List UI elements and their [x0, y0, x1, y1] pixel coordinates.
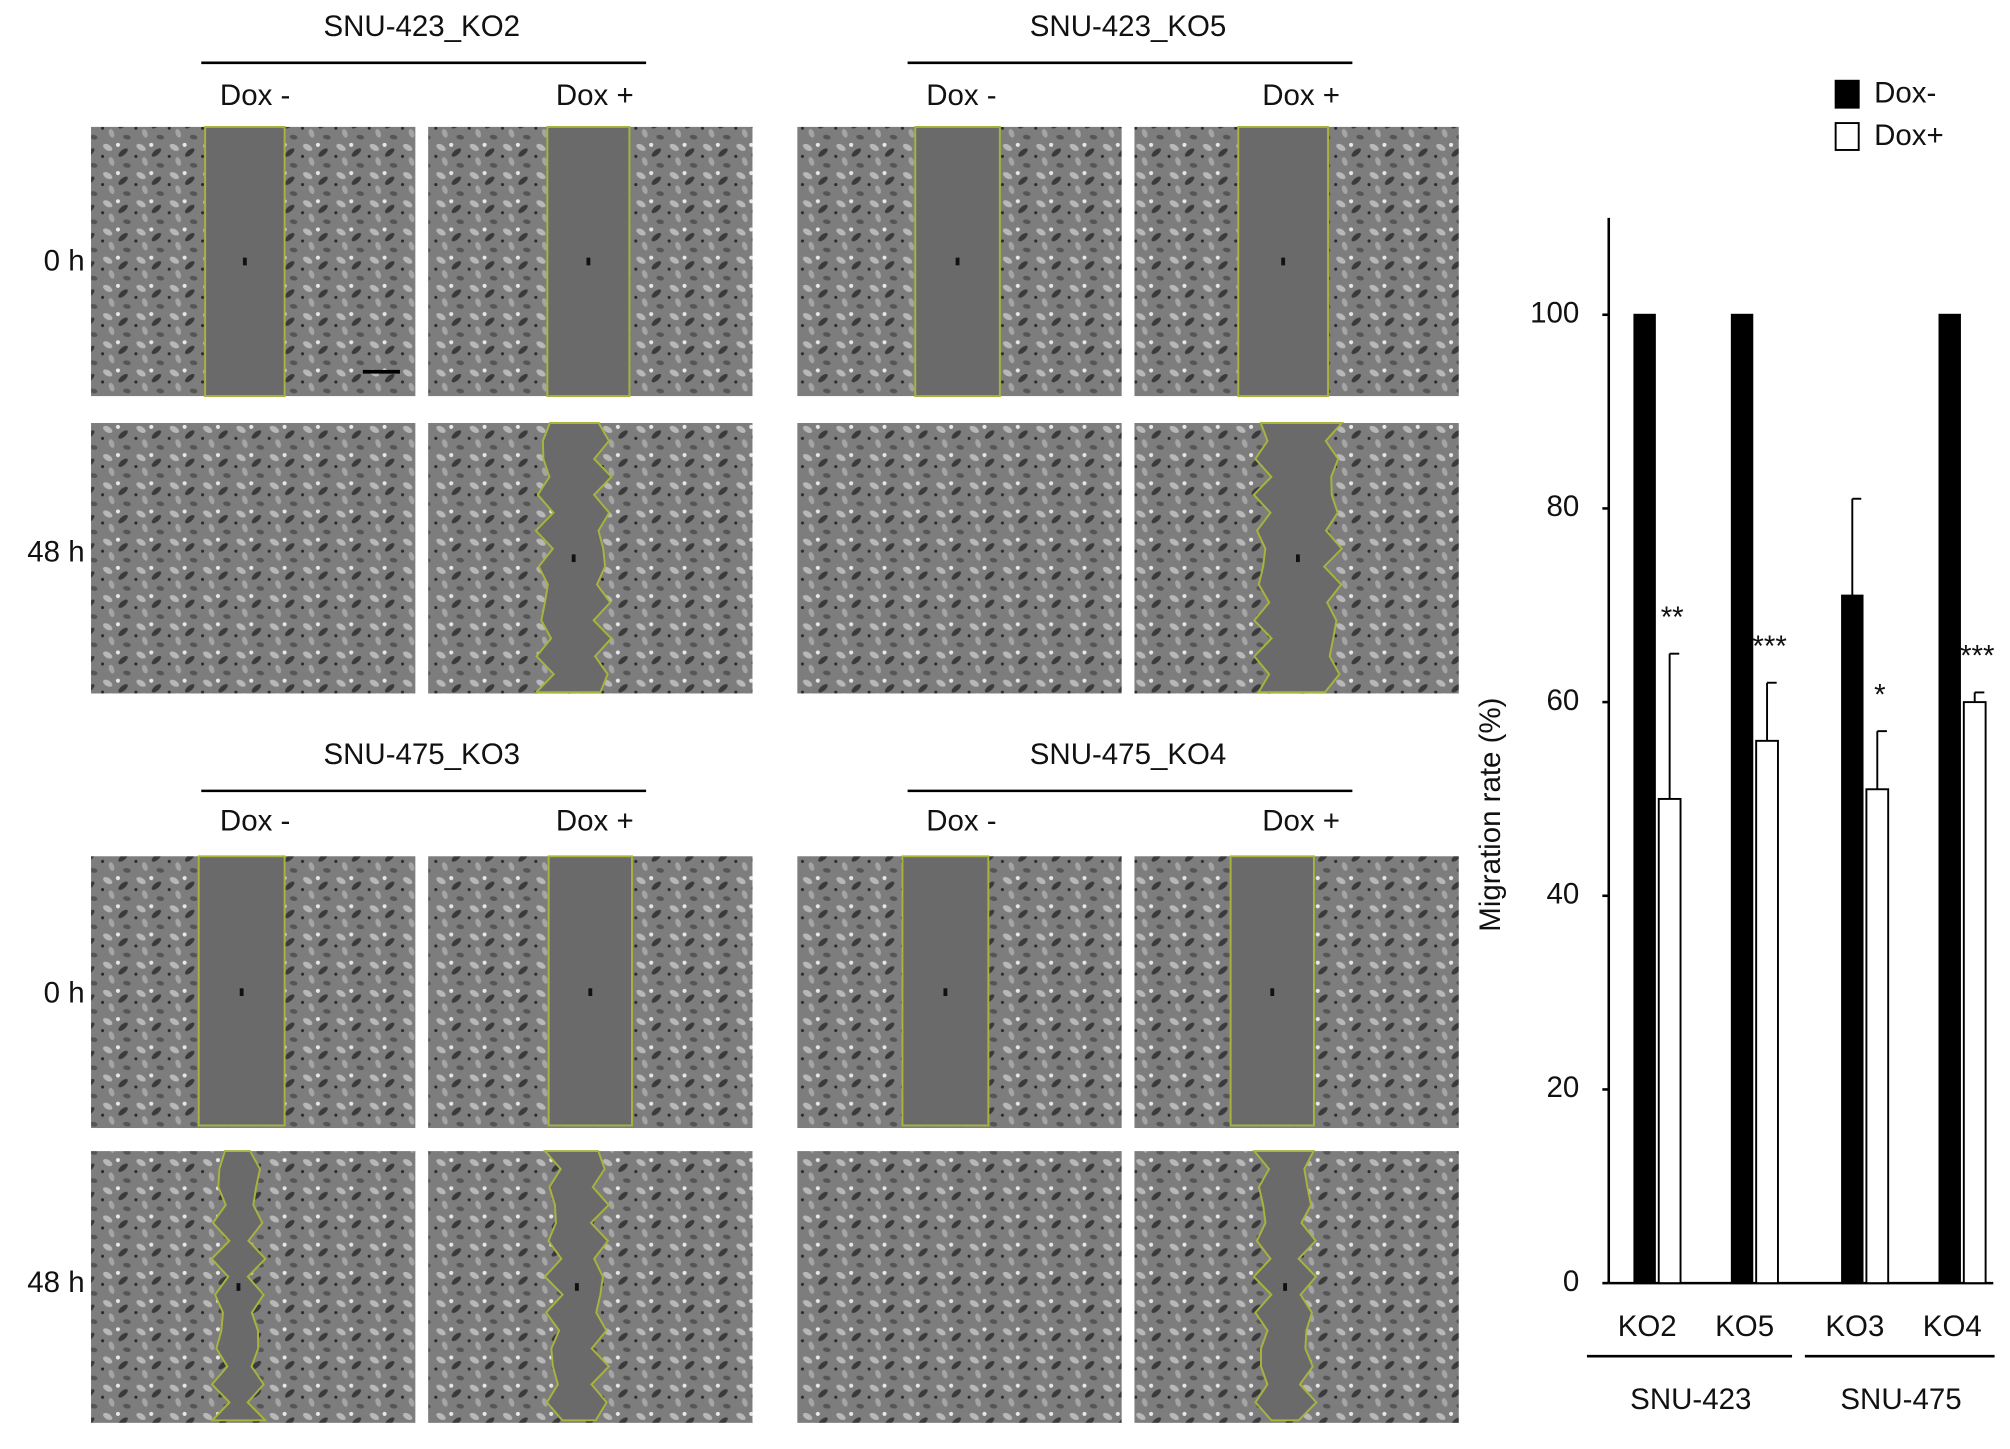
panel-title: SNU-423_KO2 [323, 10, 520, 43]
group-label: SNU-475 [1840, 1383, 1961, 1416]
row-label: 0 h [44, 976, 85, 1009]
panel-title: SNU-475_KO3 [323, 738, 520, 771]
marker-dot [239, 988, 244, 996]
bar [1633, 313, 1656, 1285]
column-label: Dox - [926, 79, 996, 112]
column-label: Dox + [556, 79, 634, 112]
x-tick-label: KO4 [1923, 1310, 1982, 1343]
bar [1657, 797, 1682, 1285]
significance-label: *** [1752, 630, 1786, 663]
significance-label: * [1874, 678, 1885, 711]
marker-dot [242, 257, 247, 266]
y-tick-label: 20 [1546, 1071, 1579, 1104]
marker-dot [571, 554, 576, 563]
micrograph [91, 423, 416, 694]
legend-label: Dox+ [1874, 119, 1944, 152]
bar [1962, 701, 1987, 1285]
column-label: Dox - [220, 79, 290, 112]
significance-label: ** [1661, 601, 1684, 634]
x-tick-label: KO2 [1618, 1310, 1677, 1343]
x-tick-label: KO3 [1825, 1310, 1884, 1343]
column-label: Dox + [1262, 79, 1340, 112]
y-tick-label: 40 [1546, 878, 1579, 911]
marker-dot [943, 988, 948, 996]
bar [1730, 313, 1754, 1285]
marker-dot [1270, 988, 1275, 996]
marker-dot [586, 257, 591, 266]
panel-title: SNU-475_KO4 [1030, 738, 1227, 771]
y-tick-label: 0 [1563, 1265, 1579, 1298]
significance-label: *** [1960, 640, 1994, 673]
panel-title: SNU-423_KO5 [1030, 10, 1227, 43]
bar [1755, 739, 1779, 1285]
micrograph [797, 1151, 1122, 1423]
bar [1938, 313, 1961, 1285]
x-tick-label: KO5 [1715, 1310, 1774, 1343]
row-label: 0 h [44, 245, 85, 278]
row-label: 48 h [27, 536, 84, 569]
y-axis-label: Migration rate (%) [1474, 698, 1507, 932]
micrograph [797, 423, 1122, 694]
column-label: Dox - [926, 805, 996, 838]
legend-label: Dox- [1874, 77, 1936, 110]
bar [1841, 594, 1864, 1285]
y-tick-label: 100 [1530, 297, 1579, 330]
column-label: Dox - [220, 805, 290, 838]
column-label: Dox + [1262, 805, 1340, 838]
marker-dot [236, 1283, 241, 1291]
y-tick-label: 80 [1546, 490, 1579, 523]
column-label: Dox + [556, 805, 634, 838]
marker-dot [588, 988, 593, 996]
y-tick-label: 60 [1546, 684, 1579, 717]
group-label: SNU-423 [1630, 1383, 1751, 1416]
row-label: 48 h [27, 1266, 84, 1299]
legend-swatch [1834, 122, 1860, 151]
marker-dot [574, 1283, 579, 1291]
marker-dot [1281, 257, 1286, 266]
marker-dot [1295, 554, 1300, 563]
marker-dot [1283, 1283, 1288, 1291]
bar [1865, 788, 1890, 1285]
marker-dot [955, 257, 960, 266]
legend-swatch [1834, 79, 1860, 109]
